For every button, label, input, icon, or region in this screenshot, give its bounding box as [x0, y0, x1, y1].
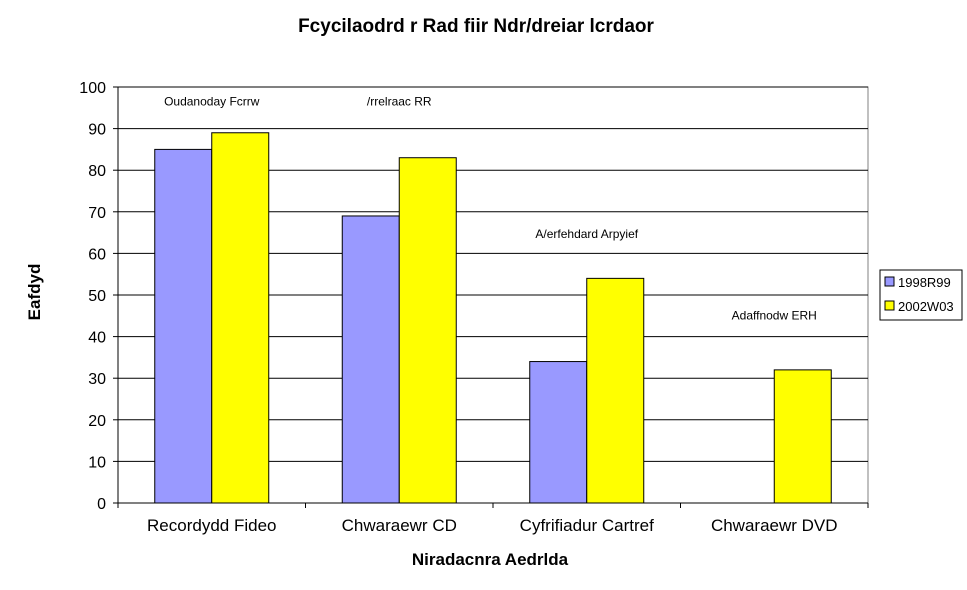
y-tick-label: 10: [88, 454, 106, 471]
bar: [529, 361, 588, 504]
x-category-label: Chwaraewr CD: [342, 516, 457, 535]
plot-area: 0 10 20 30 40 50 60 70 80 90 100 Recordydd Fideo Chw…: [79, 80, 869, 535]
y-tick-label: 30: [88, 371, 106, 388]
bar: [586, 277, 645, 504]
legend-swatch: [884, 300, 895, 311]
x-axis-title: Niradacnra Aedrlda: [412, 550, 569, 569]
x-category-label: Cyfrifiadur Cartref: [520, 516, 654, 535]
y-tick-label: 100: [79, 80, 106, 97]
annotation-label: /rrelraac RR: [367, 95, 432, 109]
x-category-label: Recordydd Fideo: [147, 516, 276, 535]
legend: 1998R99 2002W03: [879, 269, 963, 321]
y-tick-label: 90: [88, 122, 106, 139]
annotation-label: Oudanoday Fcrrw: [164, 95, 260, 109]
annotation-label: Adaffnodw ERH: [732, 309, 817, 323]
bar: [154, 148, 213, 504]
x-category-label: Chwaraewr DVD: [711, 516, 838, 535]
legend-label: 2002W03: [898, 299, 954, 314]
y-tick-label: 40: [88, 330, 106, 347]
annotation-label: A/erfehdard Arpyief: [535, 227, 638, 241]
legend-label: 1998R99: [898, 275, 951, 290]
legend-swatch: [884, 276, 895, 287]
y-tick-label: 70: [88, 205, 106, 222]
bar: [398, 157, 457, 504]
y-tick-label: 60: [88, 246, 106, 263]
bar: [211, 132, 270, 504]
y-tick-label: 20: [88, 413, 106, 430]
chart-title: Fcycilaodrd r Rad fiir Ndr/dreiar lcrdao…: [298, 16, 654, 37]
bar: [773, 369, 832, 504]
y-axis-title: Eafdyd: [25, 264, 44, 321]
y-tick-label: 80: [88, 163, 106, 180]
y-tick-label: 0: [97, 496, 106, 513]
bar: [341, 215, 400, 504]
y-tick-label: 50: [88, 288, 106, 305]
